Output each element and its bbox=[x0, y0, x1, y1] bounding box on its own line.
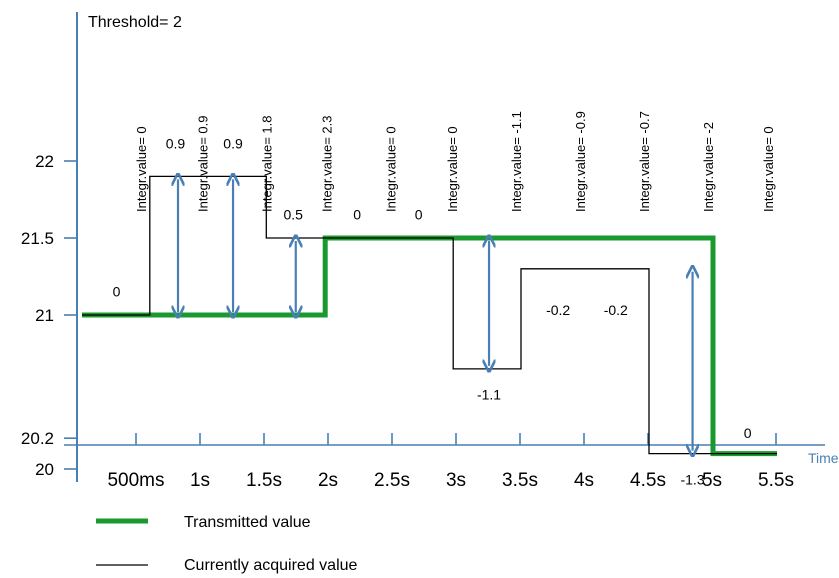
difference-label: -0.2 bbox=[604, 302, 628, 318]
integr-labels: Integr.value= 0 Integr.value= 0.9 Integr.v… bbox=[134, 111, 776, 212]
x-tick-label: 5.5s bbox=[758, 470, 794, 491]
integr-label: Integr.value= -0.9 bbox=[573, 111, 588, 212]
y-tick-label: 21 bbox=[35, 306, 54, 325]
integr-label: Integr.value= 0 bbox=[134, 126, 149, 212]
difference-label: 0.9 bbox=[223, 136, 243, 152]
x-tick-label: 1s bbox=[190, 470, 210, 491]
integr-label: Integr.value= 0 bbox=[761, 126, 776, 212]
integr-label: Integr.value= -1.1 bbox=[509, 111, 524, 212]
x-tick-label: 3s bbox=[446, 470, 466, 491]
legend-label-acquired: Currently acquired value bbox=[184, 557, 358, 574]
x-tick-label: 3.5s bbox=[502, 470, 538, 491]
integr-label: Integr.value= 0 bbox=[384, 126, 399, 212]
difference-arrows bbox=[178, 179, 693, 450]
y-ticks: 22 21.5 21 20.2 20 bbox=[21, 152, 77, 479]
series-line-2 bbox=[82, 175, 777, 455]
difference-label: -1.1 bbox=[477, 387, 501, 403]
difference-labels: 0 0.9 0.9 0.5 0 0 -1.1 -0.2 -0.2 -1.3 0 bbox=[113, 136, 752, 488]
x-tick-label: 5s bbox=[702, 470, 722, 491]
y-tick-label: 20 bbox=[35, 460, 54, 479]
y-tick-label: 20.2 bbox=[21, 429, 54, 448]
integr-label: Integr.value= 1.8 bbox=[259, 116, 274, 213]
y-tick-label: 22 bbox=[35, 152, 54, 171]
integr-label: Integr.value= 2.3 bbox=[320, 116, 335, 213]
chart-title: Threshold= 2 bbox=[88, 14, 182, 31]
integr-label: Integr.value= -0.7 bbox=[637, 111, 652, 212]
difference-label: -0.2 bbox=[546, 302, 570, 318]
legend-label-transmitted: Transmitted value bbox=[184, 514, 311, 531]
legend: Transmitted value Currently acquired val… bbox=[96, 514, 358, 574]
x-tick-label: 4.5s bbox=[630, 470, 666, 491]
x-tick-label: 2s bbox=[318, 470, 338, 491]
x-tick-label: 500ms bbox=[107, 470, 164, 491]
difference-label: -1.3 bbox=[680, 471, 704, 487]
difference-label: 0.5 bbox=[283, 207, 303, 223]
x-tick-label: 2.5s bbox=[374, 470, 410, 491]
integr-label: Integr.value= -2 bbox=[701, 122, 716, 212]
series bbox=[82, 175, 777, 457]
difference-label: 0.9 bbox=[166, 136, 186, 152]
difference-label: 0 bbox=[744, 425, 752, 441]
series-line-1 bbox=[82, 235, 777, 457]
y-tick-label: 21.5 bbox=[21, 229, 54, 248]
x-tick-label: 1.5s bbox=[246, 470, 282, 491]
x-tick-label: 4s bbox=[574, 470, 594, 491]
x-axis-label: Time bbox=[808, 450, 839, 466]
difference-label: 0 bbox=[113, 284, 121, 300]
difference-label: 0 bbox=[353, 207, 361, 223]
difference-label: 0 bbox=[415, 207, 423, 223]
integr-label: Integr.value= 0 bbox=[445, 126, 460, 212]
integr-label: Integr.value= 0.9 bbox=[195, 116, 210, 213]
x-ticks: 500ms 1s 1.5s 2s 2.5s 3s 3.5s 4s 4.5s 5s 5.5s bbox=[107, 433, 794, 491]
